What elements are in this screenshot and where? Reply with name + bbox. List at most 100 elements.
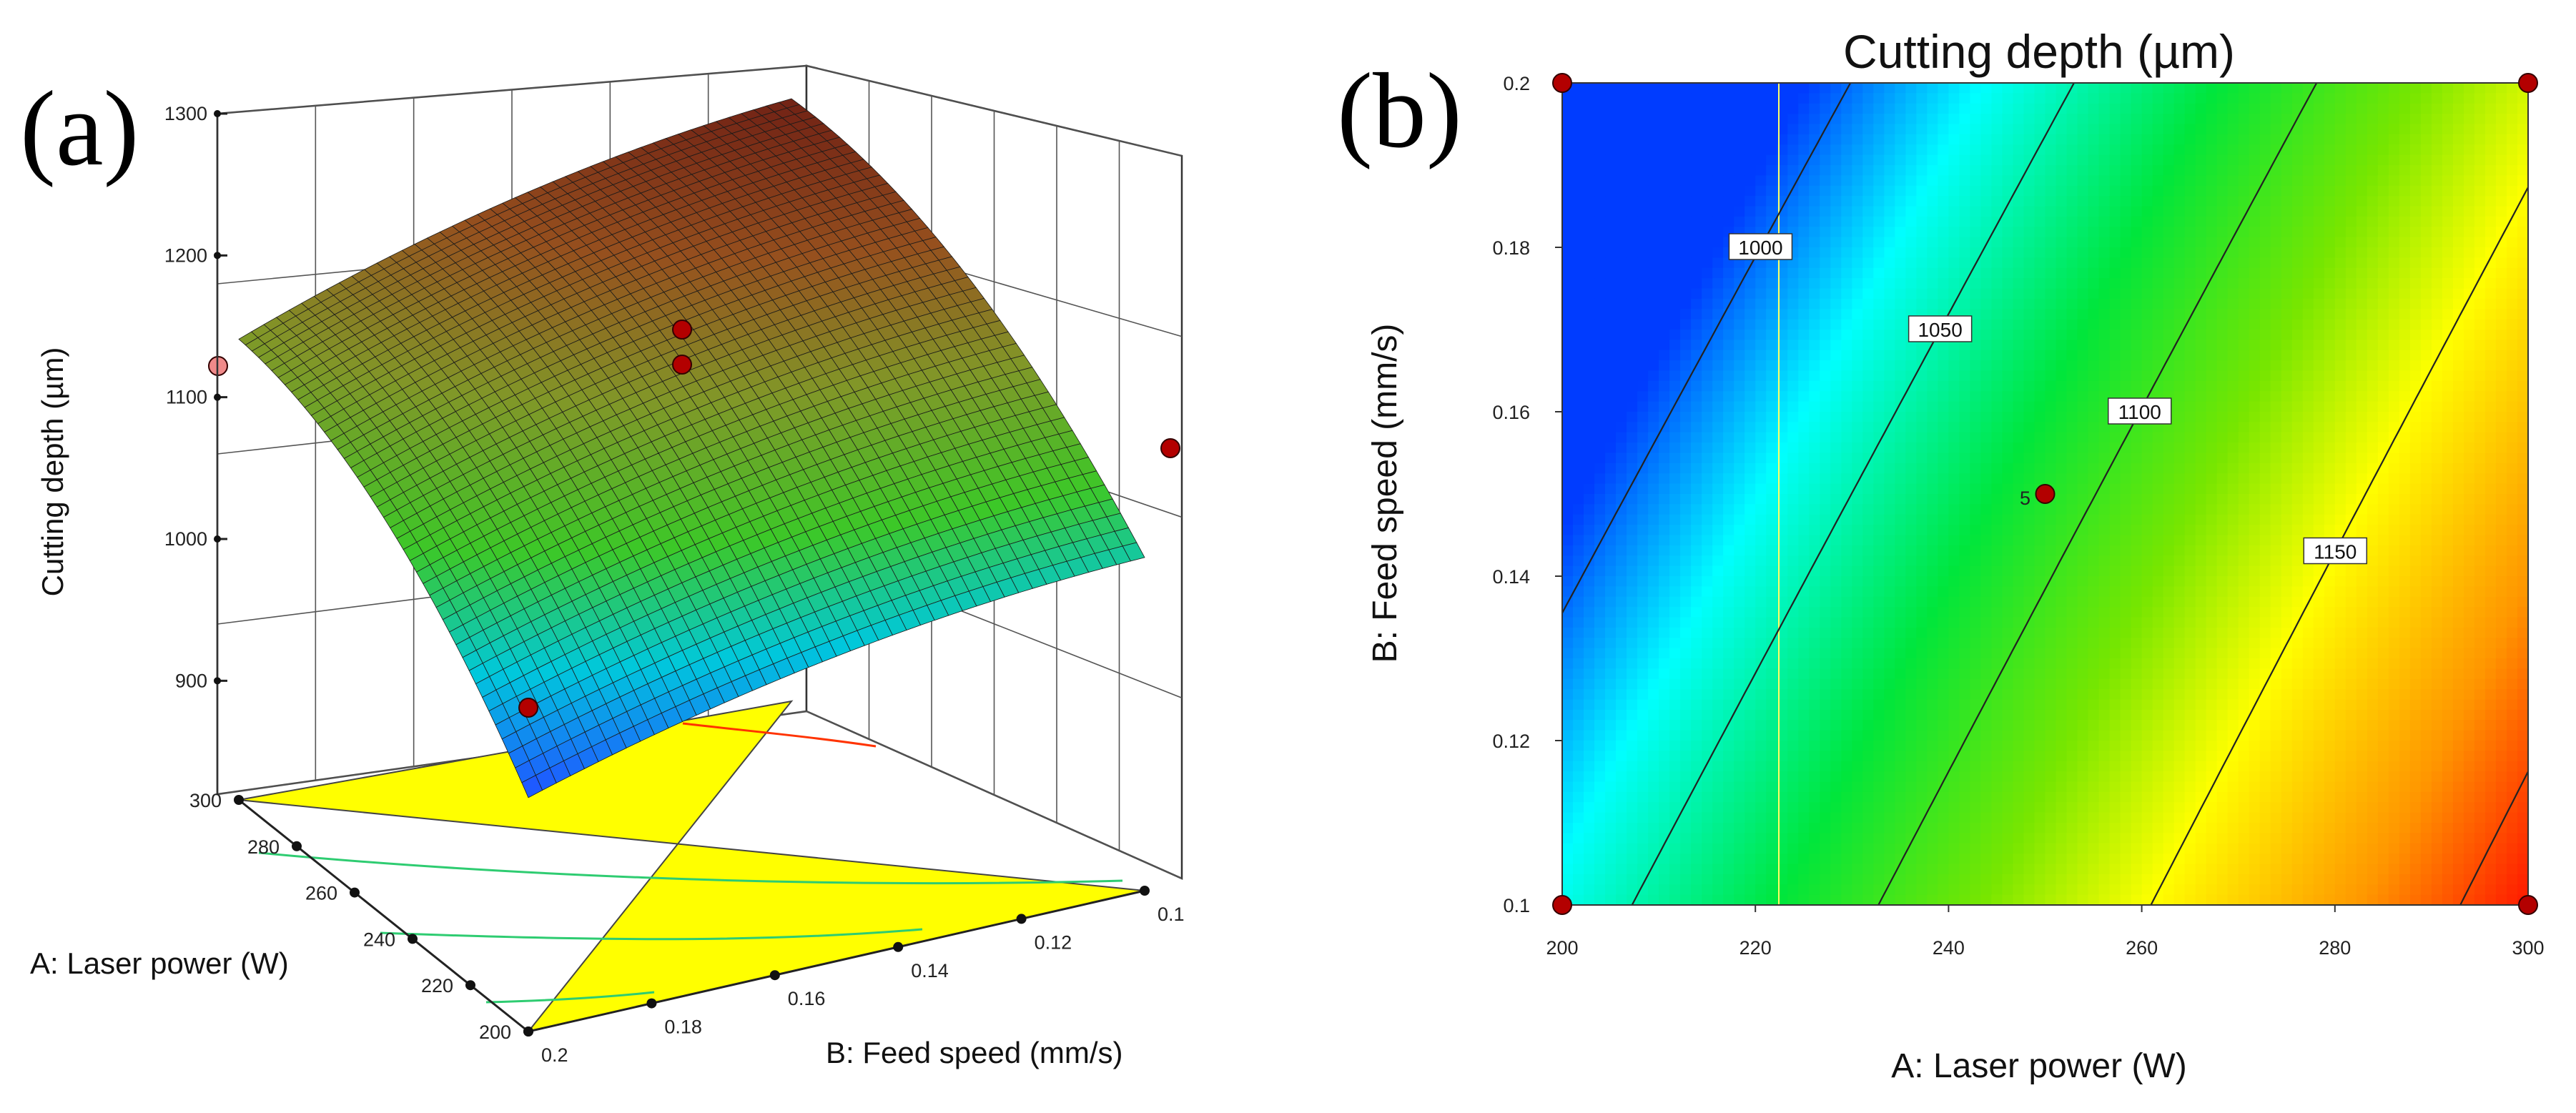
contour-cell <box>1594 83 1606 94</box>
contour-cell <box>1627 596 1638 608</box>
contour-cell <box>1616 576 1627 588</box>
contour-cell <box>1905 823 1918 834</box>
contour-cell <box>1659 504 1670 515</box>
contour-cell <box>1862 103 1875 114</box>
contour-cell <box>1745 730 1756 741</box>
contour-cell <box>1916 494 1928 505</box>
contour-cell <box>1680 576 1692 588</box>
contour-cell <box>1734 751 1745 762</box>
contour-cell <box>1927 267 1939 279</box>
contour-cell <box>1830 771 1842 783</box>
contour-cell <box>1884 607 1896 618</box>
contour-cell <box>1766 823 1778 834</box>
contour-cell <box>1830 391 1842 402</box>
contour-cell <box>1809 165 1821 177</box>
contour-cell <box>1648 689 1659 701</box>
contour-cell <box>1852 565 1864 577</box>
contour-cell <box>1820 83 1832 94</box>
contour-cell <box>1862 154 1875 166</box>
contour-cell <box>1927 843 1939 854</box>
contour-cell <box>1841 854 1853 865</box>
contour-cell <box>1777 607 1789 618</box>
contour-cell <box>1584 227 1595 238</box>
contour-cell <box>1895 761 1907 772</box>
contour-cell <box>1573 854 1584 865</box>
contour-cell <box>1627 380 1638 392</box>
contour-cell <box>1809 257 1821 269</box>
contour-cell <box>1755 771 1767 783</box>
contour-cell <box>1916 370 1928 382</box>
contour-cell <box>1659 165 1670 177</box>
contour-cell <box>1702 391 1713 402</box>
contour-cell <box>1648 134 1659 146</box>
contour-cell <box>1830 227 1842 238</box>
contour-cell <box>1830 854 1842 865</box>
contour-cell <box>1584 843 1595 854</box>
contour-cell <box>1594 791 1606 803</box>
contour-cell <box>1841 802 1853 813</box>
contour-cell <box>1820 227 1832 238</box>
contour-cell <box>1584 894 1595 905</box>
contour-cell <box>1895 525 1907 536</box>
contour-cell <box>1820 330 1832 341</box>
contour-cell <box>1605 751 1617 762</box>
contour-cell <box>1938 596 1950 608</box>
contour-cell <box>1723 196 1734 207</box>
contour-cell <box>1627 103 1638 114</box>
contour-cell <box>1745 298 1756 310</box>
contour-cell <box>1862 648 1875 659</box>
contour-cell <box>1755 412 1767 423</box>
contour-cell <box>1605 720 1617 731</box>
contour-cell <box>1830 781 1842 793</box>
contour-cell <box>1712 535 1724 546</box>
contour-cell <box>1809 751 1821 762</box>
contour-cell <box>1659 196 1670 207</box>
contour-cell <box>1723 812 1734 823</box>
contour-cell <box>1723 319 1734 330</box>
contour-cell <box>1562 504 1574 515</box>
contour-cell <box>1809 350 1821 361</box>
contour-cell <box>1852 93 1864 104</box>
contour-cell <box>1745 165 1756 177</box>
contour-cell <box>1927 586 1939 598</box>
contour-cell <box>1862 462 1875 475</box>
contour-cell <box>1895 103 1907 114</box>
contour-cell <box>1852 833 1864 844</box>
contour-cell <box>1820 638 1832 649</box>
contour-cell <box>1669 648 1681 659</box>
contour-cell <box>1637 103 1649 114</box>
contour-cell <box>1691 854 1702 865</box>
contour-cell <box>1862 391 1875 402</box>
contour-cell <box>1712 627 1724 639</box>
contour-cell <box>1766 535 1778 546</box>
contour-cell <box>1594 206 1606 217</box>
contour-cell <box>1777 730 1789 741</box>
contour-cell <box>1584 134 1595 146</box>
contour-cell <box>1766 462 1778 475</box>
contour-cell <box>1680 648 1692 659</box>
contour-cell <box>1680 237 1692 248</box>
contour-cell <box>1948 833 1960 844</box>
contour-cell <box>1948 894 1960 905</box>
contour-cell <box>1648 165 1659 177</box>
contour-cell <box>1734 720 1745 731</box>
contour-cell <box>1755 555 1767 567</box>
contour-cell <box>1938 237 1950 248</box>
contour-cell <box>1905 791 1918 803</box>
contour-cell <box>1745 422 1756 433</box>
contour-cell <box>1680 617 1692 628</box>
contour-cell <box>1852 196 1864 207</box>
contour-cell <box>1637 802 1649 813</box>
contour-cell <box>1584 309 1595 320</box>
contour-cell <box>1798 781 1810 793</box>
contour-cell <box>1723 330 1734 341</box>
contour-cell <box>1627 720 1638 731</box>
contour-cell <box>1723 638 1734 649</box>
contour-cell <box>1594 802 1606 813</box>
contour-cell <box>1648 278 1659 290</box>
contour-cell <box>1616 298 1627 310</box>
contour-cell <box>1616 668 1627 680</box>
contour-cell <box>1895 741 1907 752</box>
contour-cell <box>1873 678 1885 690</box>
contour-cell <box>1702 555 1713 567</box>
